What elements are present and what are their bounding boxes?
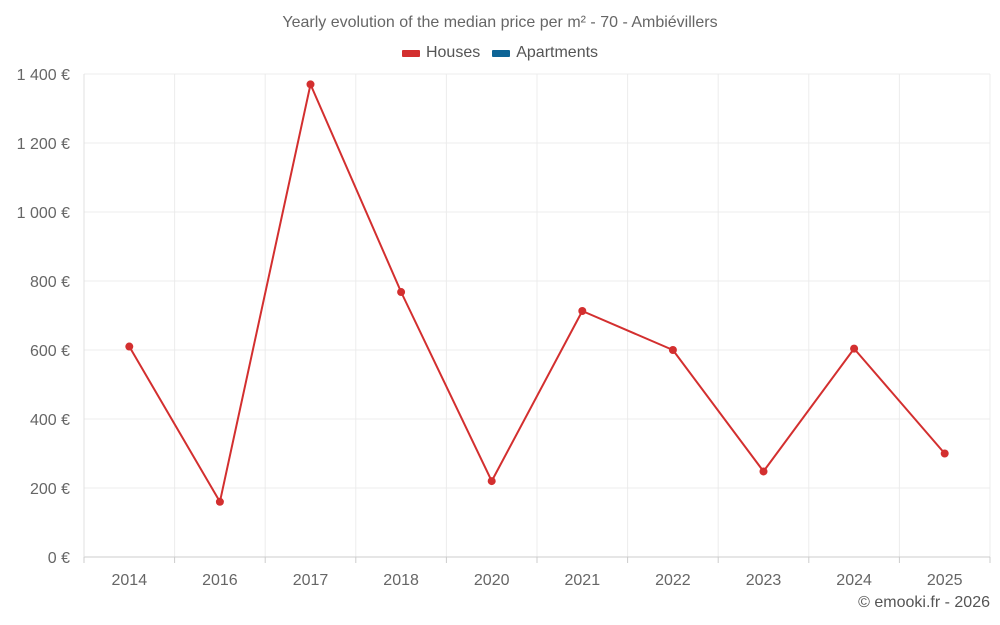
x-tick-label: 2024 <box>836 572 872 589</box>
y-tick-label: 1 200 € <box>17 136 70 153</box>
data-point-houses <box>759 467 768 476</box>
x-tick-label: 2018 <box>383 572 419 589</box>
data-point-houses <box>668 346 677 354</box>
chart-title: Yearly evolution of the median price per… <box>282 14 718 31</box>
credit-text: © emooki.fr - 2026 <box>858 594 990 611</box>
x-tick-label: 2025 <box>927 572 963 589</box>
x-tick-label: 2014 <box>112 572 148 589</box>
y-tick-label: 1 400 € <box>17 67 70 84</box>
y-tick-label: 200 € <box>30 481 70 498</box>
series <box>125 80 949 506</box>
y-tick-label: 800 € <box>30 274 70 291</box>
data-point-houses <box>125 342 134 351</box>
series-line-houses <box>128 83 946 503</box>
x-tick-label: 2020 <box>474 572 510 589</box>
legend-label-apartments: Apartments <box>516 44 599 61</box>
y-tick-label: 0 € <box>48 550 70 567</box>
legend: Houses Apartments <box>0 44 1000 62</box>
legend-item-houses[interactable]: Houses <box>401 44 481 62</box>
data-point-houses <box>215 497 224 506</box>
data-point-houses <box>487 477 496 486</box>
y-tick-label: 400 € <box>30 412 70 429</box>
x-tick-label: 2021 <box>565 572 601 589</box>
data-point-houses <box>578 307 587 316</box>
y-tick-label: 600 € <box>30 343 70 360</box>
legend-label-houses: Houses <box>425 44 481 61</box>
data-point-houses <box>940 449 949 458</box>
legend-swatch-apartments <box>492 49 511 57</box>
x-tick-label: 2017 <box>293 572 329 589</box>
x-tick-label: 2022 <box>655 572 691 589</box>
legend-item-apartments[interactable]: Apartments <box>492 44 598 62</box>
data-point-houses <box>306 80 315 89</box>
legend-swatch-houses <box>401 49 420 57</box>
x-tick-label: 2016 <box>202 572 238 589</box>
data-point-houses <box>397 288 406 297</box>
data-point-houses <box>850 344 859 353</box>
grid <box>83 73 991 557</box>
x-tick-label: 2023 <box>746 572 782 589</box>
axes: 0 € 200 € 400 € 600 € 800 € 1 000 € 1 200 € 1 4… <box>17 67 991 589</box>
y-tick-label: 1 000 € <box>17 205 70 222</box>
